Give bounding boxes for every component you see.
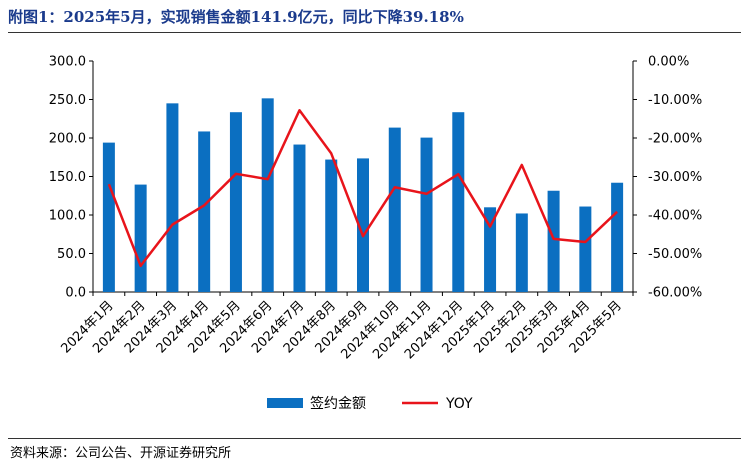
right-tick-label: -50.00% [648,247,702,262]
tick-labels: 0.0 50.0 100.0 150.0 200.0 250.0 300.0 -60.00% -… [49,55,702,363]
legend: 签约金额 YOY [267,395,473,412]
bar [452,112,465,292]
chart-area: 0.0 50.0 100.0 150.0 200.0 250.0 300.0 -60.00% -… [49,55,702,413]
left-tick-label: 50.0 [57,247,86,262]
title-divider [8,32,741,33]
bar [198,131,211,292]
bar [579,206,592,292]
legend-bar-label: 签约金额 [310,395,366,412]
left-tick-label: 200.0 [49,132,86,147]
bar [261,98,274,292]
right-tick-label: -40.00% [648,209,702,224]
bar [547,190,560,292]
legend-line-label: YOY [445,396,473,412]
bar [325,159,338,292]
bar [229,112,242,292]
bar [134,184,147,292]
source-note: 资料来源：公司公告、开源证券研究所 [10,446,232,461]
left-tick-label: 150.0 [49,170,86,185]
bar-series [102,98,624,292]
right-tick-label: 0.00% [648,55,689,70]
left-tick-label: 250.0 [49,93,86,108]
bar [293,144,306,292]
bar [166,103,179,292]
bar [611,182,624,292]
right-tick-label: -30.00% [648,170,702,185]
bar [388,127,401,292]
left-tick-label: 300.0 [49,55,86,70]
right-tick-label: -20.00% [648,132,702,147]
chart-title: 附图1：2025年5月，实现销售金额141.9亿元，同比下降39.18% [8,8,464,26]
right-tick-label: -60.00% [648,286,702,301]
left-tick-label: 0.0 [65,286,86,301]
right-tick-label: -10.00% [648,93,702,108]
bar [102,142,115,292]
bar [357,158,369,292]
line-series [107,109,618,268]
left-tick-label: 100.0 [49,209,86,224]
bar [515,213,528,292]
legend-bar-swatch [267,398,303,408]
source-divider [8,438,741,439]
bar [420,137,433,292]
bar [484,207,497,292]
